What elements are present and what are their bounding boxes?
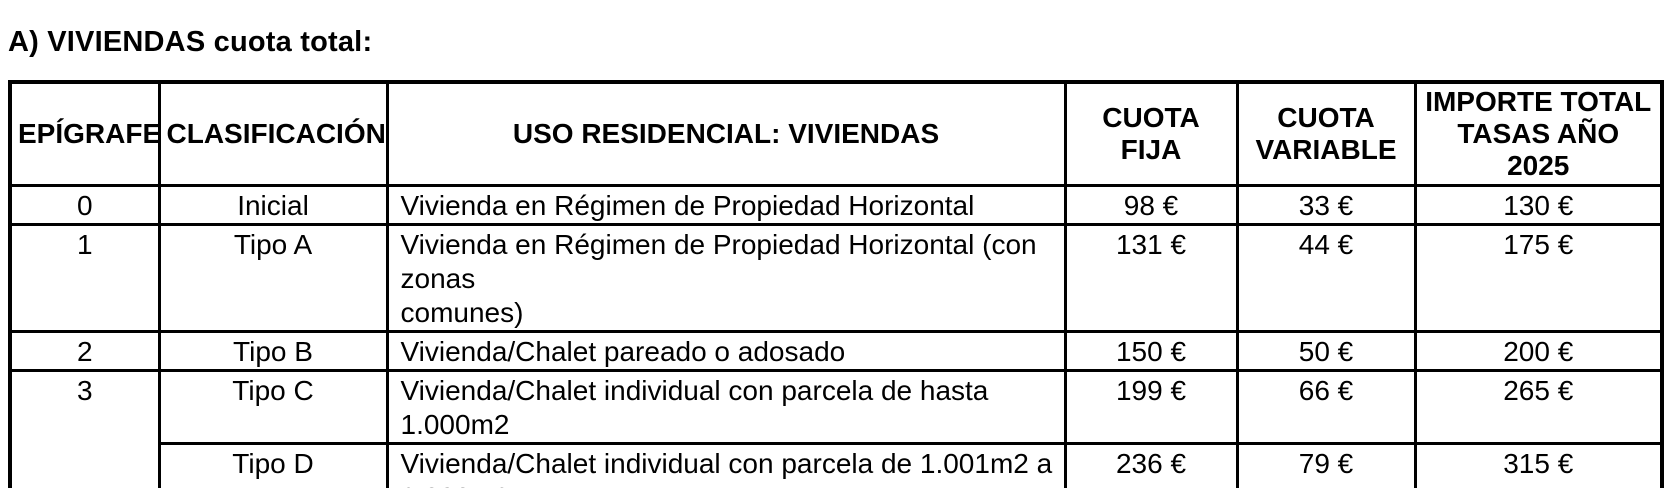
cell-uso-residencial: Vivienda/Chalet pareado o adosado (385, 330, 1067, 372)
cell-cuota-fija: 98 € (1063, 184, 1239, 226)
table-row: 0 Inicial Vivienda en Régimen de Propiedad… (8, 184, 1664, 226)
table-row: 2 Tipo B Vivienda/Chalet pareado o adosado… (8, 330, 1664, 372)
table-row: Tipo D Vivienda/Chalet individual con par… (10, 442, 1664, 488)
table-header: EPÍGRAFE CLASIFICACIÓN USO RESIDENCIAL: VI… (8, 80, 1664, 187)
cell-clasificacion: Tipo C (157, 369, 389, 445)
cell-uso-residencial: Vivienda en Régimen de Propiedad Horizon… (385, 223, 1067, 333)
page-title: A) VIVIENDAS cuota total: (8, 26, 373, 58)
col-header-uso: USO RESIDENCIAL: VIVIENDAS (385, 80, 1067, 187)
cell-cuota-fija: 131 € (1063, 223, 1239, 333)
cell-uso-residencial: Vivienda en Régimen de Propiedad Horizon… (385, 184, 1067, 226)
header-row: EPÍGRAFE CLASIFICACIÓN USO RESIDENCIAL: VI… (8, 80, 1664, 187)
cell-importe-total: 265 € (1413, 369, 1664, 445)
cell-clasificacion: Tipo A (157, 223, 389, 333)
table-body: 0 Inicial Vivienda en Régimen de Propiedad… (8, 184, 1664, 488)
cell-clasificacion: Tipo D (157, 442, 389, 488)
col-header-epigrafe: EPÍGRAFE (8, 80, 161, 187)
cell-cuota-variable: 44 € (1235, 223, 1417, 333)
col-header-cuota-variable: CUOTA VARIABLE (1235, 80, 1417, 187)
cell-importe-total: 175 € (1413, 223, 1664, 333)
col-header-clasificacion: CLASIFICACIÓN (157, 80, 389, 187)
cell-cuota-variable: 66 € (1235, 369, 1417, 445)
cell-clasificacion: Tipo B (157, 330, 389, 372)
cell-epigrafe: 1 (8, 223, 161, 333)
cell-uso-residencial: Vivienda/Chalet individual con parcela d… (385, 442, 1067, 488)
tariff-table: EPÍGRAFE CLASIFICACIÓN USO RESIDENCIAL: VI… (8, 80, 1664, 488)
cell-importe-total: 315 € (1413, 442, 1664, 488)
cell-cuota-variable: 79 € (1235, 442, 1417, 488)
cell-uso-residencial: Vivienda/Chalet individual con parcela d… (385, 369, 1067, 445)
table-row: 1 Tipo A Vivienda en Régimen de Propiedad … (8, 223, 1664, 333)
cell-cuota-fija: 236 € (1063, 442, 1239, 488)
cell-cuota-fija: 199 € (1063, 369, 1239, 445)
col-header-cuota-fija: CUOTA FIJA (1063, 80, 1239, 187)
cell-importe-total: 130 € (1413, 184, 1664, 226)
cell-clasificacion: Inicial (157, 184, 389, 226)
cell-epigrafe: 2 (8, 330, 161, 372)
table-row: 3 Tipo C Vivienda/Chalet individual con pa… (8, 369, 1664, 488)
cell-cuota-variable: 33 € (1235, 184, 1417, 226)
col-header-importe-total: IMPORTE TOTAL TASAS AÑO 2025 (1413, 80, 1664, 187)
cell-cuota-variable: 50 € (1235, 330, 1417, 372)
cell-importe-total: 200 € (1413, 330, 1664, 372)
cell-epigrafe: 3 (8, 369, 161, 488)
cell-cuota-fija: 150 € (1063, 330, 1239, 372)
cell-epigrafe: 0 (8, 184, 161, 226)
